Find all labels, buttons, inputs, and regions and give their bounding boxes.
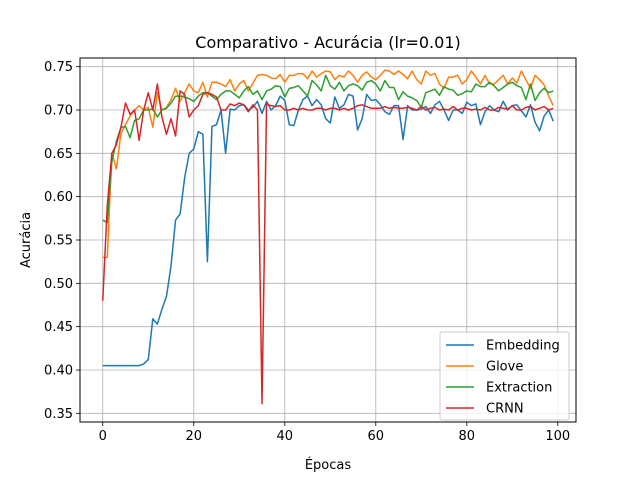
- legend-label-crnn: CRNN: [486, 402, 524, 417]
- x-tick-label: 60: [368, 429, 385, 444]
- x-tick-label: 40: [276, 429, 293, 444]
- legend-label-embedding: Embedding: [486, 339, 560, 354]
- y-tick-label: 0.50: [44, 277, 73, 292]
- x-tick-label: 100: [545, 429, 570, 444]
- y-tick-label: 0.45: [44, 320, 73, 335]
- y-axis-label: Acurácia: [19, 212, 34, 268]
- x-axis-ticks: 0 20 40 60 80 100: [99, 422, 570, 444]
- grid: [80, 58, 576, 422]
- x-axis-label: Épocas: [305, 457, 352, 473]
- chart-title: Comparativo - Acurácia (lr=0.01): [195, 33, 460, 52]
- y-tick-label: 0.35: [44, 407, 73, 422]
- y-tick-label: 0.65: [44, 147, 73, 162]
- legend-box: [439, 331, 570, 421]
- y-tick-label: 0.40: [44, 364, 73, 379]
- y-tick-label: 0.70: [44, 104, 73, 119]
- legend: Embedding Glove Extraction CRNN: [439, 331, 570, 421]
- y-axis-ticks: 0.35 0.40 0.45 0.50 0.55 0.60 0.65 0.70 0.75: [44, 60, 80, 422]
- x-tick-label: 20: [185, 429, 202, 444]
- x-tick-label: 80: [459, 429, 476, 444]
- series-lines: [102, 69, 554, 405]
- series-line-glove: [102, 69, 554, 259]
- series-line-extraction: [102, 74, 554, 224]
- y-tick-label: 0.60: [44, 190, 73, 205]
- y-tick-label: 0.75: [44, 60, 73, 75]
- series-line-crnn: [102, 83, 554, 405]
- x-tick-label: 0: [99, 429, 107, 444]
- legend-label-glove: Glove: [486, 360, 523, 375]
- legend-label-extraction: Extraction: [486, 381, 552, 396]
- series-line-embedding: [102, 93, 554, 367]
- y-tick-label: 0.55: [44, 234, 73, 249]
